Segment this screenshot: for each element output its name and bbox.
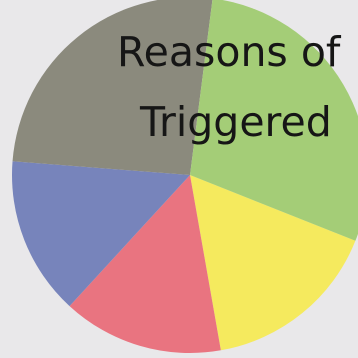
pie-slices bbox=[12, 0, 358, 354]
pie-slice-5 bbox=[190, 0, 358, 241]
chart-title: Reasons of Triggered bbox=[117, 28, 342, 146]
pie-slice-2 bbox=[69, 175, 221, 354]
chart-title-line-1: Reasons of bbox=[117, 28, 342, 76]
pie-slice-1 bbox=[190, 175, 356, 351]
pie-slice-3 bbox=[12, 161, 191, 307]
pie-slice-4 bbox=[12, 0, 213, 175]
chart-title-line-2: Triggered bbox=[139, 98, 332, 146]
